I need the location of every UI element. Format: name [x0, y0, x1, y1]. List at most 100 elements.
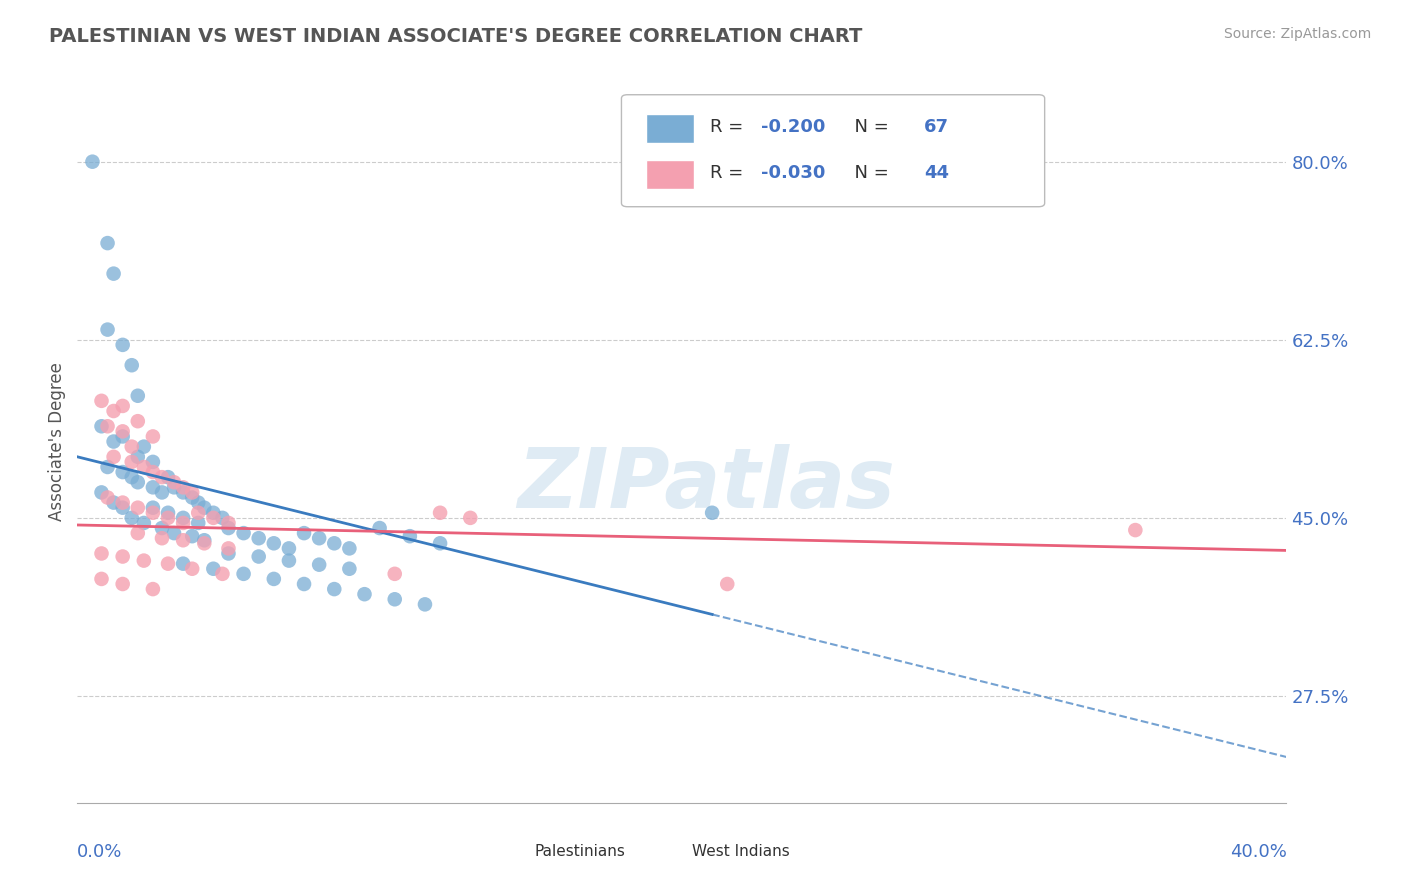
Point — [90, 393, 112, 408]
FancyBboxPatch shape — [621, 95, 1045, 207]
Point — [132, 516, 155, 530]
Point — [292, 577, 315, 591]
Point — [111, 399, 134, 413]
Point — [103, 267, 125, 281]
Point — [187, 495, 209, 509]
Point — [384, 566, 406, 581]
Point — [263, 572, 285, 586]
Point — [211, 566, 233, 581]
Text: West Indians: West Indians — [692, 845, 789, 859]
Point — [172, 516, 194, 530]
Point — [111, 495, 134, 509]
Point — [337, 562, 360, 576]
Point — [150, 531, 173, 545]
Point — [111, 425, 134, 439]
Point — [193, 533, 215, 548]
Point — [142, 455, 165, 469]
Point — [150, 470, 173, 484]
Point — [172, 480, 194, 494]
Point — [142, 480, 165, 494]
Text: PALESTINIAN VS WEST INDIAN ASSOCIATE'S DEGREE CORRELATION CHART: PALESTINIAN VS WEST INDIAN ASSOCIATE'S D… — [49, 27, 863, 45]
Point — [96, 323, 118, 337]
Point — [121, 358, 143, 372]
Point — [193, 500, 215, 515]
Point — [323, 582, 346, 596]
Point — [278, 541, 301, 556]
Point — [187, 516, 209, 530]
Text: -0.030: -0.030 — [761, 164, 825, 182]
Text: Palestinians: Palestinians — [534, 845, 626, 859]
Point — [337, 541, 360, 556]
Point — [181, 529, 204, 543]
Point — [157, 506, 180, 520]
Point — [308, 558, 330, 572]
Text: -0.200: -0.200 — [761, 119, 825, 136]
Text: 67: 67 — [924, 119, 949, 136]
Point — [121, 511, 143, 525]
Point — [142, 582, 165, 596]
Point — [181, 491, 204, 505]
Point — [202, 562, 225, 576]
Point — [308, 531, 330, 545]
Point — [127, 389, 149, 403]
Point — [278, 553, 301, 567]
Point — [172, 557, 194, 571]
Text: ZIPatlas: ZIPatlas — [517, 444, 896, 525]
Point — [96, 491, 118, 505]
Point — [96, 460, 118, 475]
Point — [90, 546, 112, 560]
Point — [702, 506, 724, 520]
Text: 0.0%: 0.0% — [77, 843, 122, 861]
Point — [163, 480, 186, 494]
Point — [103, 450, 125, 464]
Point — [247, 549, 270, 564]
Y-axis label: Associate's Degree: Associate's Degree — [48, 362, 66, 521]
Text: 44: 44 — [924, 164, 949, 182]
Point — [187, 506, 209, 520]
Point — [292, 526, 315, 541]
Point — [399, 529, 422, 543]
Point — [121, 455, 143, 469]
Point — [127, 450, 149, 464]
Point — [127, 475, 149, 490]
Point — [90, 419, 112, 434]
Point — [90, 572, 112, 586]
Point — [172, 485, 194, 500]
Point — [247, 531, 270, 545]
Point — [111, 500, 134, 515]
Point — [181, 562, 204, 576]
Point — [142, 506, 165, 520]
Point — [111, 465, 134, 479]
Point — [96, 236, 118, 251]
Text: 40.0%: 40.0% — [1230, 843, 1286, 861]
Point — [193, 536, 215, 550]
Point — [232, 526, 254, 541]
Point — [218, 546, 240, 560]
Point — [111, 549, 134, 564]
Bar — [645, 114, 695, 143]
Point — [132, 553, 155, 567]
Point — [384, 592, 406, 607]
Point — [111, 429, 134, 443]
Point — [163, 526, 186, 541]
Point — [1123, 523, 1146, 537]
Bar — [488, 841, 524, 863]
Text: R =: R = — [710, 164, 749, 182]
Text: R =: R = — [710, 119, 749, 136]
Text: Source: ZipAtlas.com: Source: ZipAtlas.com — [1223, 27, 1371, 41]
Point — [103, 495, 125, 509]
Point — [157, 557, 180, 571]
Point — [202, 511, 225, 525]
Point — [127, 500, 149, 515]
Point — [211, 511, 233, 525]
Point — [82, 154, 104, 169]
Point — [127, 526, 149, 541]
Point — [218, 516, 240, 530]
Point — [232, 566, 254, 581]
Point — [111, 577, 134, 591]
Point — [150, 521, 173, 535]
Point — [163, 475, 186, 490]
Point — [323, 536, 346, 550]
Point — [218, 521, 240, 535]
Point — [90, 485, 112, 500]
